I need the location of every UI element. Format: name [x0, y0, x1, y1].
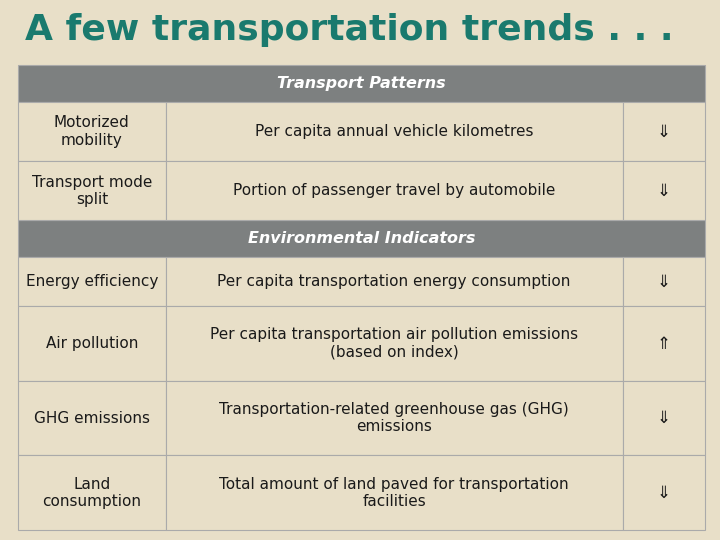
Bar [166, 102, 623, 161]
Text: Per capita annual vehicle kilometres: Per capita annual vehicle kilometres [255, 124, 534, 139]
Text: Transport mode
split: Transport mode split [32, 174, 152, 207]
Text: Motorized
mobility: Motorized mobility [54, 116, 130, 148]
Bar [623, 306, 705, 381]
Text: Air pollution: Air pollution [45, 336, 138, 351]
Text: ⇓: ⇓ [657, 182, 671, 200]
Bar [18, 161, 166, 220]
Bar [18, 65, 705, 102]
Bar [18, 258, 166, 306]
Bar [18, 381, 166, 455]
Text: Per capita transportation air pollution emissions
(based on index): Per capita transportation air pollution … [210, 327, 578, 360]
Bar [166, 306, 623, 381]
Text: Transportation-related greenhouse gas (GHG)
emissions: Transportation-related greenhouse gas (G… [220, 402, 569, 434]
Text: ⇑: ⇑ [657, 335, 671, 353]
Bar [166, 161, 623, 220]
Text: Total amount of land paved for transportation
facilities: Total amount of land paved for transport… [220, 476, 569, 509]
Bar [623, 455, 705, 530]
Text: ⇓: ⇓ [657, 484, 671, 502]
Text: GHG emissions: GHG emissions [34, 410, 150, 426]
Bar [18, 455, 166, 530]
Bar [166, 455, 623, 530]
Bar [623, 102, 705, 161]
Bar [623, 161, 705, 220]
Text: Per capita transportation energy consumption: Per capita transportation energy consump… [217, 274, 571, 289]
Bar [18, 220, 705, 258]
Bar [623, 381, 705, 455]
Text: Energy efficiency: Energy efficiency [26, 274, 158, 289]
Bar [166, 381, 623, 455]
Text: Transport Patterns: Transport Patterns [277, 76, 446, 91]
Text: A few transportation trends . . .: A few transportation trends . . . [25, 13, 673, 47]
Text: ⇓: ⇓ [657, 123, 671, 140]
Bar [166, 258, 623, 306]
Bar [623, 258, 705, 306]
Text: ⇓: ⇓ [657, 409, 671, 427]
Text: Land
consumption: Land consumption [42, 476, 141, 509]
Bar [18, 102, 166, 161]
Text: Environmental Indicators: Environmental Indicators [248, 231, 475, 246]
Bar [18, 306, 166, 381]
Text: Portion of passenger travel by automobile: Portion of passenger travel by automobil… [233, 183, 555, 198]
Text: ⇓: ⇓ [657, 273, 671, 291]
